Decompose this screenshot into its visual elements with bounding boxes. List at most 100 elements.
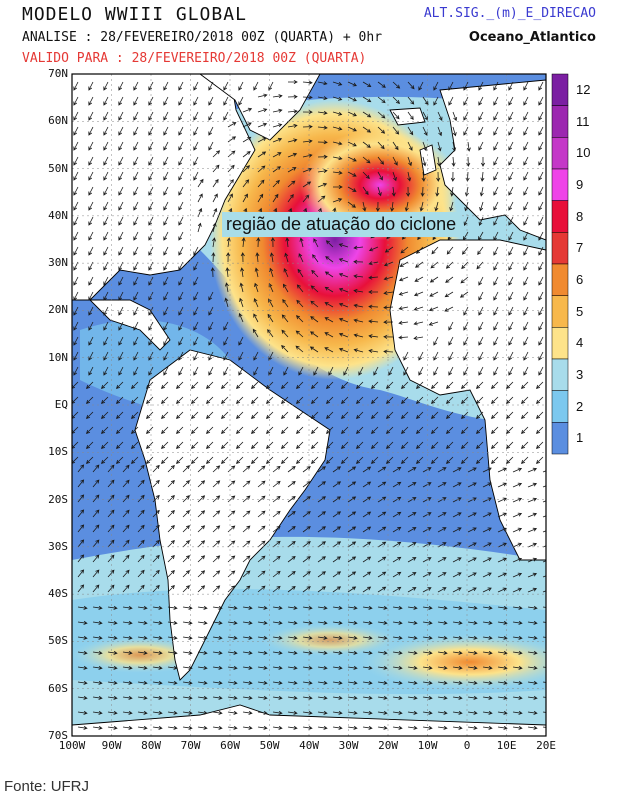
direction-arrow [257,650,268,655]
direction-arrow [92,584,100,593]
direction-arrow [482,512,492,518]
direction-arrow [482,572,492,578]
direction-arrow [118,246,124,256]
direction-arrow [467,680,478,685]
direction-arrow [167,525,175,533]
direction-arrow [368,275,379,280]
direction-arrow [527,650,538,655]
direction-arrow [257,480,266,488]
direction-arrow [236,396,244,404]
direction-arrow [163,171,169,181]
colorbar-swatch [551,295,569,328]
direction-arrow [257,555,266,563]
direction-arrow [332,496,342,503]
direction-arrow [221,396,229,404]
direction-arrow [92,605,103,610]
direction-arrow [362,571,372,578]
direction-arrow [401,426,409,434]
direction-arrow [527,467,538,473]
direction-arrow [463,321,469,331]
direction-arrow [463,336,469,346]
direction-arrow [88,141,94,151]
direction-arrow [398,335,409,340]
direction-arrow [146,381,154,389]
direction-arrow [542,485,546,488]
direction-arrow [433,336,439,346]
direction-arrow [437,527,447,533]
direction-arrow [356,426,364,434]
direction-arrow [212,680,223,685]
direction-arrow [254,282,259,293]
direction-arrow [257,540,266,548]
direction-arrow [527,542,538,548]
direction-arrow [497,512,507,518]
direction-arrow [436,156,441,167]
direction-arrow [133,81,139,91]
direction-arrow [268,283,274,293]
direction-arrow [462,231,469,241]
direction-arrow [77,539,85,548]
direction-arrow [272,94,283,99]
direction-arrow [182,665,193,670]
direction-arrow [167,710,178,715]
direction-arrow [238,312,244,323]
direction-arrow [452,497,462,503]
direction-arrow [422,141,427,152]
direction-arrow [347,571,357,578]
direction-arrow [392,571,402,578]
direction-arrow [208,321,214,331]
direction-arrow [197,695,208,700]
direction-arrow [362,81,372,88]
direction-arrow [377,126,386,134]
lat-label: 10S [48,445,68,459]
direction-arrow [77,710,88,715]
direction-arrow [317,620,328,625]
direction-arrow [103,186,109,196]
direction-arrow [311,411,319,419]
direction-arrow [512,542,523,548]
direction-arrow [506,441,514,449]
direction-arrow [116,426,124,434]
direction-arrow [317,81,328,86]
direction-arrow [461,396,469,404]
direction-arrow [73,111,79,121]
direction-arrow [242,525,251,533]
direction-arrow [242,136,252,143]
direction-arrow [137,635,148,640]
lat-label: 70N [48,67,68,80]
direction-arrow [122,464,130,473]
direction-arrow [497,725,508,730]
direction-arrow [73,366,79,376]
direction-arrow [422,635,433,640]
direction-arrow [527,725,538,730]
direction-arrow [270,237,275,248]
direction-arrow [212,164,220,173]
direction-arrow [287,585,296,593]
direction-arrow [373,366,379,376]
direction-arrow [482,497,492,503]
direction-arrow [523,216,529,226]
direction-arrow [302,541,311,548]
direction-arrow [163,186,169,196]
direction-arrow [133,366,139,376]
direction-arrow [302,665,313,670]
direction-arrow [182,620,193,625]
direction-arrow [242,122,252,128]
direction-arrow [118,336,124,346]
direction-arrow [146,426,154,434]
direction-arrow [227,680,238,685]
direction-arrow [317,96,328,101]
direction-arrow [251,411,259,419]
direction-arrow [118,111,124,121]
direction-arrow [266,396,274,404]
direction-arrow [242,665,253,670]
lat-label: 70S [48,729,68,742]
direction-arrow [257,465,266,473]
direction-arrow [332,526,342,533]
direction-arrow [223,81,229,91]
direction-arrow [325,240,334,248]
direction-arrow [542,666,546,668]
direction-arrow [191,381,199,389]
direction-arrow [236,441,244,449]
colorbar-label: 12 [576,81,591,97]
